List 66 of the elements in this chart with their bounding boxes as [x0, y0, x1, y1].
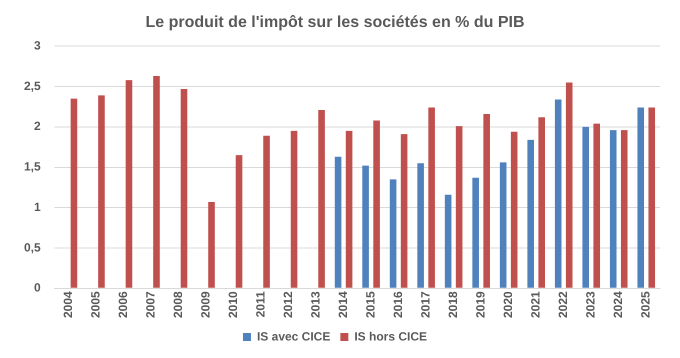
bar — [648, 108, 656, 288]
bar — [126, 80, 132, 288]
x-tick-label: 2008 — [170, 290, 185, 318]
x-tick-label: 2012 — [280, 290, 295, 318]
bar — [362, 166, 369, 288]
bar — [236, 155, 242, 288]
x-tick-label: 2011 — [253, 290, 268, 318]
y-tick-label: 1,5 — [24, 160, 41, 174]
y-tick-label: 0,5 — [24, 240, 41, 254]
x-tick-label: 2013 — [308, 290, 322, 318]
y-tick-label: 3 — [34, 38, 41, 53]
bar — [637, 108, 644, 288]
bar — [400, 134, 408, 288]
x-tick-label: 2004 — [60, 290, 75, 318]
bar — [208, 202, 215, 288]
x-tick-label: 2009 — [198, 290, 212, 318]
bar — [428, 108, 435, 288]
bar — [373, 120, 380, 288]
bar — [263, 136, 270, 288]
bar — [98, 95, 105, 288]
y-tick-label: 0 — [34, 280, 41, 295]
x-tick-label: 2017 — [418, 290, 432, 318]
x-tick-label: 2019 — [473, 290, 488, 318]
bar — [593, 124, 600, 288]
bar — [483, 114, 490, 288]
bar — [180, 88, 188, 288]
x-tick-label: 2007 — [143, 290, 158, 318]
x-tick-label: 2021 — [528, 290, 542, 318]
bar — [444, 194, 452, 288]
x-tick-label: 2005 — [88, 290, 102, 318]
x-tick-label: 2023 — [584, 290, 598, 318]
x-tick-label: 2024 — [611, 290, 626, 318]
bar — [472, 178, 479, 288]
x-tick-label: 2015 — [363, 290, 378, 318]
legend-label: IS avec CICE — [256, 329, 330, 344]
bar — [527, 140, 534, 288]
x-tick-label: 2006 — [116, 290, 130, 318]
x-tick-label: 2020 — [500, 290, 515, 318]
bar — [334, 156, 342, 288]
bar — [610, 130, 617, 288]
chart-title: Le produit de l'impôt sur les sociétés en % du PIB — [146, 14, 524, 32]
x-tick-label: 2025 — [638, 290, 653, 318]
bar — [290, 130, 298, 288]
x-tick-label: 2018 — [446, 290, 460, 318]
bar — [318, 110, 325, 288]
bar — [346, 130, 352, 288]
y-tick-label: 2,5 — [24, 78, 41, 93]
legend-label: IS hors CICE — [354, 329, 428, 344]
bar — [500, 162, 506, 288]
bar — [456, 126, 462, 288]
bar — [417, 163, 424, 288]
bar — [582, 126, 590, 288]
x-tick-label: 2016 — [390, 290, 405, 318]
x-tick-label: 2014 — [336, 290, 350, 318]
bar — [390, 179, 396, 288]
bar — [554, 99, 562, 288]
bar — [538, 117, 545, 288]
bar — [70, 98, 78, 288]
x-tick-label: 2022 — [556, 290, 570, 318]
bar — [620, 130, 628, 288]
y-tick-label: 2 — [34, 119, 41, 134]
bar — [510, 132, 518, 288]
bar — [566, 82, 573, 288]
x-tick-label: 2010 — [226, 290, 240, 318]
bar — [153, 76, 160, 288]
y-tick-label: 1 — [34, 200, 41, 214]
